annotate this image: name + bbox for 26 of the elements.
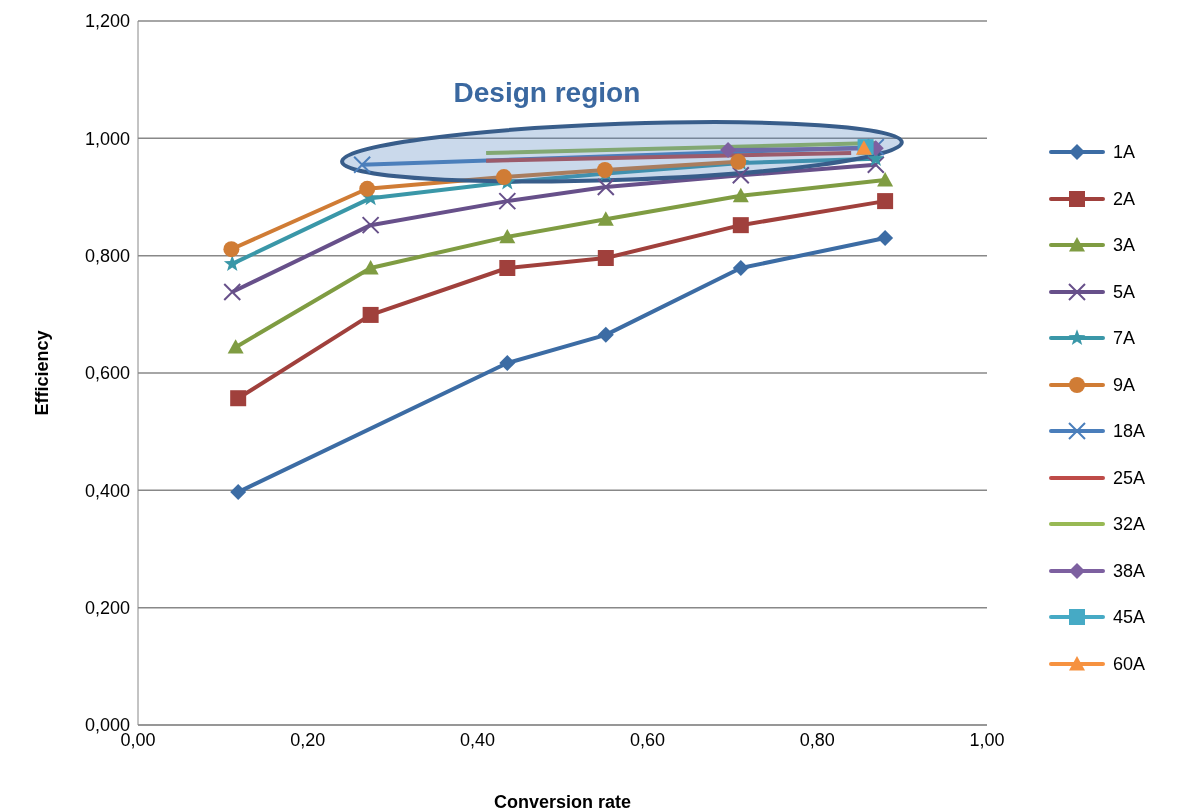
x-tick-label: 1,00 [969,729,1005,750]
legend-label: 3A [1113,234,1136,258]
legend-label: 32A [1113,513,1146,537]
legend-label: 60A [1113,652,1146,676]
x-axis-title: Conversion rate [493,792,632,810]
x-tick-label: 0,20 [290,729,326,750]
y-tick-label: 1,000 [84,128,130,149]
legend-label: 45A [1113,606,1146,630]
legend-label: 5A [1113,280,1136,304]
legend-label: 9A [1113,373,1136,397]
legend-label: 38A [1113,559,1146,583]
y-tick-label: 1,200 [84,11,130,32]
legend-label: 25A [1113,466,1146,490]
legend-label: 7A [1113,327,1136,351]
y-axis-title: Efficiency [32,330,53,416]
y-tick-label: 0,400 [84,480,130,501]
x-tick-label: 0,80 [799,729,835,750]
annotation: Design region [453,76,641,108]
x-tick-label: 0,60 [629,729,665,750]
x-tick-label: 0,40 [460,729,496,750]
legend-label: 2A [1113,187,1136,211]
y-tick-label: 0,600 [84,363,130,384]
y-tick-label: 0,200 [84,598,130,619]
legend-label: 18A [1113,420,1146,444]
legend-label: 1A [1113,141,1136,165]
y-tick-label: 0,800 [84,246,130,267]
